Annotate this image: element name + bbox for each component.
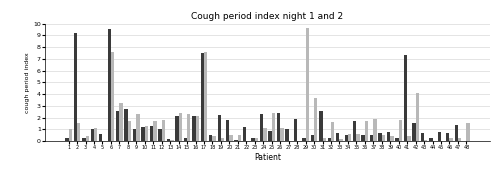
Bar <box>108 29 111 141</box>
Bar <box>153 121 156 141</box>
Bar <box>348 134 352 141</box>
Bar <box>68 129 72 141</box>
Bar <box>74 33 77 141</box>
Bar <box>438 132 441 141</box>
Bar <box>407 136 410 141</box>
Bar <box>416 93 419 141</box>
Bar <box>306 28 309 141</box>
Bar <box>420 133 424 141</box>
Bar <box>370 135 374 141</box>
Bar <box>230 135 233 141</box>
Bar <box>218 115 221 141</box>
Bar <box>458 138 462 141</box>
Bar <box>158 129 162 141</box>
Bar <box>65 138 68 141</box>
Bar <box>255 138 258 141</box>
Bar <box>362 135 365 141</box>
Title: Cough period index night 1 and 2: Cough period index night 1 and 2 <box>192 12 344 21</box>
Bar <box>111 52 114 141</box>
Bar <box>412 123 416 141</box>
Bar <box>398 120 402 141</box>
Y-axis label: cough period index: cough period index <box>26 52 30 113</box>
Bar <box>192 116 196 141</box>
Bar <box>167 139 170 141</box>
Bar <box>136 114 140 141</box>
Bar <box>353 121 356 141</box>
Bar <box>238 135 242 141</box>
Bar <box>429 138 432 141</box>
Bar <box>382 135 385 141</box>
Bar <box>86 136 89 141</box>
Bar <box>145 126 148 141</box>
Bar <box>356 134 360 141</box>
Bar <box>150 126 153 141</box>
Bar <box>322 138 326 141</box>
Bar <box>196 116 199 141</box>
X-axis label: Patient: Patient <box>254 153 281 162</box>
Bar <box>466 123 470 141</box>
Bar <box>99 134 102 141</box>
Bar <box>243 127 246 141</box>
Bar <box>82 138 86 141</box>
Bar <box>319 111 322 141</box>
Bar <box>314 98 318 141</box>
Bar <box>212 136 216 141</box>
Bar <box>272 113 275 141</box>
Bar <box>226 120 230 141</box>
Bar <box>446 133 450 141</box>
Bar <box>454 125 458 141</box>
Bar <box>162 120 165 141</box>
Bar <box>277 113 280 141</box>
Bar <box>170 140 173 141</box>
Bar <box>124 109 128 141</box>
Bar <box>260 114 264 141</box>
Bar <box>94 128 98 141</box>
Bar <box>116 111 119 141</box>
Bar <box>176 116 178 141</box>
Bar <box>365 121 368 141</box>
Bar <box>204 52 208 141</box>
Bar <box>328 138 331 141</box>
Bar <box>268 131 272 141</box>
Bar <box>178 113 182 141</box>
Bar <box>404 55 407 141</box>
Bar <box>390 136 394 141</box>
Bar <box>264 128 266 141</box>
Bar <box>90 129 94 141</box>
Bar <box>378 133 382 141</box>
Bar <box>184 138 187 141</box>
Bar <box>310 135 314 141</box>
Bar <box>252 138 255 141</box>
Bar <box>142 127 145 141</box>
Bar <box>302 138 306 141</box>
Bar <box>120 103 123 141</box>
Bar <box>77 123 80 141</box>
Bar <box>294 119 297 141</box>
Bar <box>340 139 343 141</box>
Bar <box>286 129 288 141</box>
Bar <box>209 135 212 141</box>
Bar <box>187 114 190 141</box>
Bar <box>221 138 224 141</box>
Bar <box>344 135 348 141</box>
Bar <box>336 133 340 141</box>
Bar <box>200 53 204 141</box>
Bar <box>128 121 131 141</box>
Bar <box>387 132 390 141</box>
Bar <box>424 140 428 141</box>
Bar <box>133 129 136 141</box>
Bar <box>450 138 453 141</box>
Bar <box>234 140 238 141</box>
Bar <box>280 128 283 141</box>
Bar <box>396 138 398 141</box>
Bar <box>331 122 334 141</box>
Bar <box>374 119 376 141</box>
